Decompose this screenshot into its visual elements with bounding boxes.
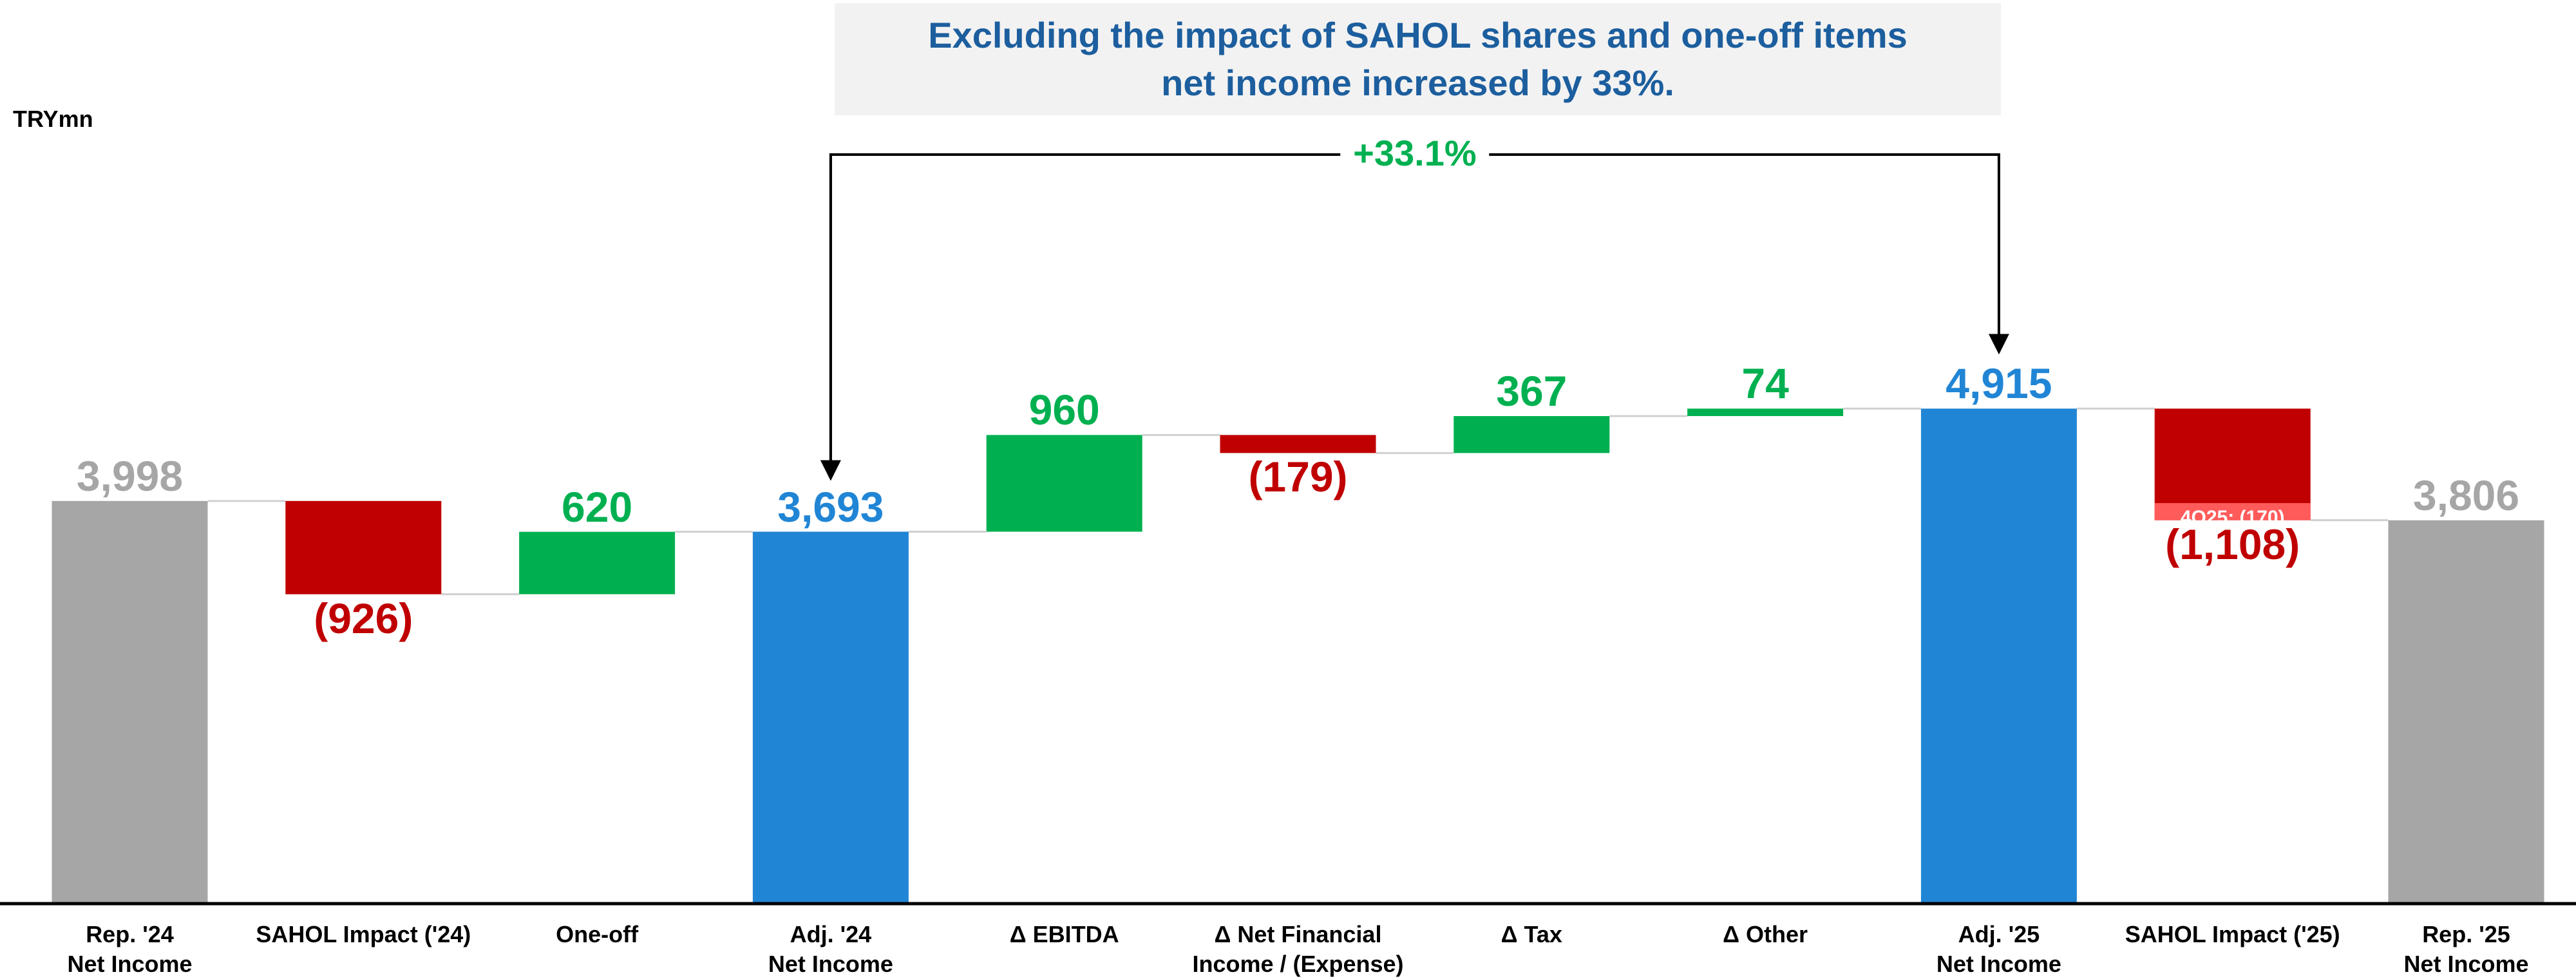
x-tick-label: Rep. '25 Net Income [2351, 920, 2576, 979]
bar [519, 532, 675, 594]
x-tick-label: Δ EBITDA [949, 920, 1180, 949]
bar [1220, 435, 1376, 453]
value-label: 620 [481, 484, 713, 529]
value-label: 4,915 [1883, 361, 2115, 406]
bar [52, 501, 208, 904]
bar [1454, 416, 1609, 453]
x-tick-label: SAHOL Impact ('25) [2117, 920, 2349, 949]
x-tick-label: One-off [481, 920, 713, 949]
x-tick-label: Δ Other [1649, 920, 1881, 949]
x-tick-label: SAHOL Impact ('24) [247, 920, 479, 949]
x-tick-label: Adj. '24 Net Income [715, 920, 947, 979]
bar [285, 501, 441, 594]
x-tick-label: Adj. '25 Net Income [1883, 920, 2115, 979]
value-label: 960 [949, 387, 1180, 432]
value-label: 3,806 [2351, 473, 2576, 518]
unit-label: TRYmn [13, 106, 93, 133]
x-tick-label: Δ Tax [1416, 920, 1647, 949]
bar [1687, 408, 1843, 416]
value-label: 367 [1416, 368, 1647, 413]
value-label: 3,998 [14, 453, 246, 499]
sub-segment-label: 4Q25: (170) [2155, 507, 2311, 529]
bar [987, 435, 1142, 531]
x-tick-label: Δ Net Financial Income / (Expense) [1182, 920, 1414, 979]
annotation-label: +33.1% [1340, 132, 1490, 174]
value-label: 74 [1649, 361, 1881, 406]
bar [753, 532, 909, 904]
value-label: 3,693 [715, 484, 947, 529]
value-label: (926) [247, 596, 479, 641]
bar [2389, 520, 2544, 904]
x-tick-label: Rep. '24 Net Income [14, 920, 246, 979]
bar [1921, 408, 2077, 904]
value-label: (179) [1182, 454, 1414, 499]
chart-title: Excluding the impact of SAHOL shares and… [835, 12, 2001, 107]
